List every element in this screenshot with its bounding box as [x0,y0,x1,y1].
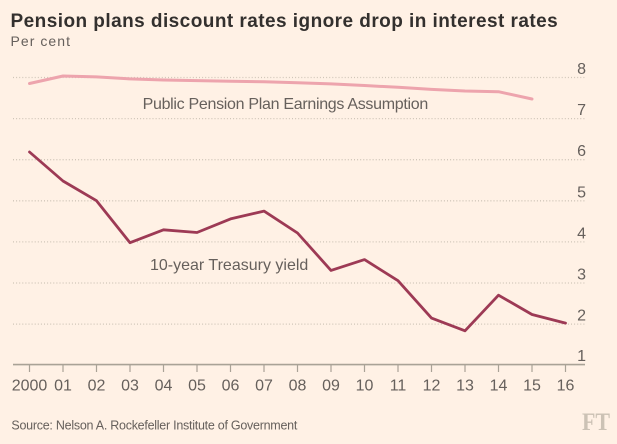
svg-text:16: 16 [557,378,575,395]
svg-text:01: 01 [54,378,72,395]
svg-text:11: 11 [390,378,407,395]
svg-text:4: 4 [577,225,586,242]
svg-text:2: 2 [577,308,586,325]
svg-text:12: 12 [423,378,441,395]
svg-text:1: 1 [577,348,586,365]
svg-text:13: 13 [456,378,474,395]
svg-text:15: 15 [523,378,541,395]
svg-text:14: 14 [490,378,508,395]
svg-text:02: 02 [88,378,106,395]
svg-text:3: 3 [577,267,586,284]
svg-text:10: 10 [356,378,374,395]
svg-text:05: 05 [188,378,206,395]
svg-text:8: 8 [577,61,586,78]
svg-text:03: 03 [121,378,139,395]
svg-text:Source: Nelson A. Rockefeller: Source: Nelson A. Rockefeller Institute … [11,419,297,433]
svg-text:2000: 2000 [12,378,48,395]
svg-text:6: 6 [577,143,586,160]
svg-text:Per cent: Per cent [11,33,72,49]
svg-text:Pension plans discount rates i: Pension plans discount rates ignore drop… [11,11,559,32]
svg-text:06: 06 [222,378,240,395]
svg-text:04: 04 [155,378,173,395]
svg-text:7: 7 [577,102,586,119]
svg-text:08: 08 [289,378,307,395]
svg-text:10-year Treasury yield: 10-year Treasury yield [150,257,308,274]
svg-text:5: 5 [577,184,586,201]
svg-text:07: 07 [255,378,273,395]
svg-text:Public Pension Plan Earnings A: Public Pension Plan Earnings Assumption [143,96,428,113]
svg-text:09: 09 [322,378,340,395]
svg-text:FT: FT [582,409,610,436]
